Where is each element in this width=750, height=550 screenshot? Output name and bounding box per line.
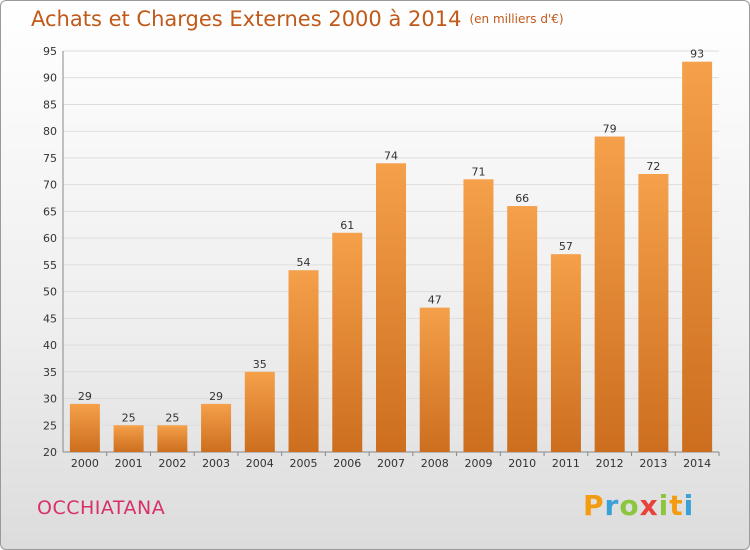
proxiti-logo: Proxiti [583, 489, 694, 522]
bar-2012 [594, 136, 625, 452]
logo-letter: i [658, 489, 670, 522]
logo-letter: t [669, 489, 684, 522]
y-tick-label: 75 [43, 152, 57, 165]
x-tick-label-2007: 2007 [377, 457, 405, 470]
axis-layer: 20 25 30 35 40 45 50 55 60 65 70 75 80 85 90 95 2000 2001… [43, 45, 720, 470]
y-tick-label: 55 [43, 259, 57, 272]
data-label-2013: 72 [646, 160, 660, 173]
x-tick-label-2011: 2011 [552, 457, 580, 470]
bar-2003 [201, 403, 232, 452]
x-tick-label-2003: 2003 [202, 457, 230, 470]
data-label-2009: 71 [471, 165, 485, 178]
y-tick-label: 25 [43, 419, 57, 432]
title-unit: (en milliers d'€) [469, 12, 564, 26]
y-tick-label: 60 [43, 232, 57, 245]
x-tick-label-2005: 2005 [290, 457, 318, 470]
y-tick-label: 35 [43, 366, 57, 379]
bar-2014 [682, 61, 713, 453]
y-tick-label: 70 [43, 179, 57, 192]
data-label-2000: 29 [78, 390, 92, 403]
y-tick-label: 95 [43, 45, 57, 58]
data-label-2008: 47 [428, 294, 442, 307]
x-tick-label-2001: 2001 [115, 457, 143, 470]
data-label-2005: 54 [297, 256, 311, 269]
data-label-2011: 57 [559, 240, 573, 253]
x-tick-label-2014: 2014 [683, 457, 711, 470]
x-tick-label-2000: 2000 [71, 457, 99, 470]
bar-2008 [419, 307, 450, 452]
x-tick-label-2008: 2008 [421, 457, 449, 470]
x-tick-label-2009: 2009 [464, 457, 492, 470]
bar-2011 [550, 254, 581, 452]
y-tick-label: 50 [43, 286, 57, 299]
y-tick-label: 85 [43, 98, 57, 111]
data-label-2014: 93 [690, 48, 704, 61]
commune-name: OCCHIATANA [37, 497, 166, 519]
logo-letter: x [639, 489, 659, 522]
data-label-2007: 74 [384, 149, 398, 162]
data-label-2003: 29 [209, 390, 223, 403]
bar-layer: 29 25 25 29 35 54 61 74 47 71 66 57 79 72 93 [69, 48, 713, 453]
x-tick-label-2013: 2013 [639, 457, 667, 470]
bar-2010 [507, 206, 538, 452]
y-tick-label: 90 [43, 72, 57, 85]
x-tick-label-2012: 2012 [596, 457, 624, 470]
y-tick-label: 20 [43, 446, 57, 459]
data-label-2001: 25 [122, 411, 136, 424]
bar-2009 [463, 179, 494, 452]
bar-2002 [157, 425, 188, 452]
data-label-2004: 35 [253, 358, 267, 371]
x-tick-label-2004: 2004 [246, 457, 274, 470]
logo-letter: i [683, 489, 695, 522]
title-text: Achats et Charges Externes 2000 à 2014 [31, 7, 462, 31]
logo-letter: P [583, 489, 605, 522]
bar-2005 [288, 270, 319, 452]
bar-2000 [69, 403, 100, 452]
logo-letter: o [619, 489, 640, 522]
bar-2006 [332, 232, 363, 452]
y-tick-label: 45 [43, 312, 57, 325]
bar-2007 [376, 163, 406, 452]
y-tick-label: 30 [43, 393, 57, 406]
y-tick-label: 40 [43, 339, 57, 352]
y-tick-label: 65 [43, 205, 57, 218]
y-tick-label: 80 [43, 125, 57, 138]
bar-2004 [244, 371, 275, 452]
chart-title: Achats et Charges Externes 2000 à 2014 (e… [31, 7, 564, 31]
data-label-2006: 61 [340, 219, 354, 232]
data-label-2002: 25 [165, 411, 179, 424]
data-label-2012: 79 [603, 123, 617, 136]
x-tick-label-2006: 2006 [333, 457, 361, 470]
x-tick-label-2010: 2010 [508, 457, 536, 470]
logo-letter: r [604, 489, 620, 522]
bar-2013 [638, 173, 669, 452]
bar-2001 [113, 425, 144, 452]
x-tick-label-2002: 2002 [158, 457, 186, 470]
data-label-2010: 66 [515, 192, 529, 205]
